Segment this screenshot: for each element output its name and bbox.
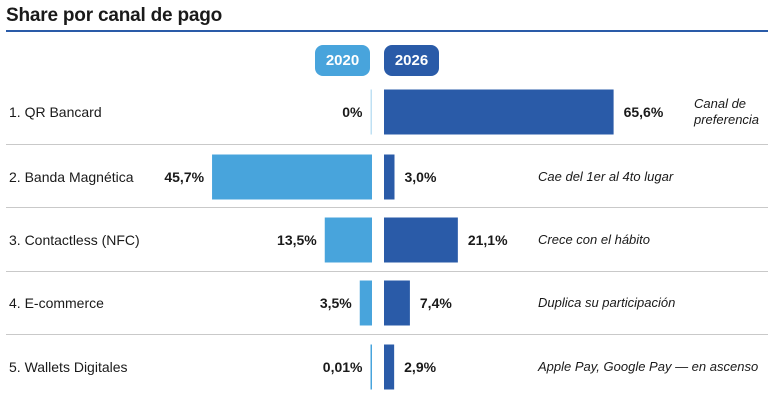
bar-2026	[384, 154, 395, 200]
bar-2020	[212, 154, 372, 200]
row-divider	[6, 334, 768, 335]
annotation-note: Apple Pay, Google Pay — en ascenso	[538, 359, 759, 374]
category-label: 4. E-commerce	[9, 295, 104, 311]
bar-2026	[384, 89, 614, 135]
bar-2020	[370, 344, 372, 390]
title-underline	[6, 30, 768, 32]
year-2026-badge: 2026	[384, 45, 439, 76]
category-label: 5. Wallets Digitales	[9, 359, 128, 375]
value-label-2026: 3,0%	[404, 169, 437, 185]
value-label-2026: 2,9%	[404, 359, 437, 375]
value-label-2020: 0,01%	[322, 359, 363, 375]
value-label-2020: 45,7%	[164, 169, 205, 185]
value-label-2026: 65,6%	[623, 104, 664, 120]
row-divider	[6, 207, 768, 208]
value-label-2020: 3,5%	[319, 295, 352, 311]
row-divider	[6, 144, 768, 145]
annotation-note: Canal de preferencia	[694, 96, 760, 127]
category-label: 3. Contactless (NFC)	[9, 232, 140, 248]
value-label-2020: 0%	[342, 104, 363, 120]
value-label-2020: 13,5%	[277, 232, 317, 248]
bar-2026	[384, 344, 395, 390]
value-label-2026: 7,4%	[419, 295, 452, 311]
annotation-note: Cae del 1er al 4to lugar	[538, 169, 674, 184]
row-divider	[6, 271, 768, 272]
chart-title: Share por canal de pago	[6, 5, 223, 26]
category-label: 2. Banda Magnética	[9, 169, 134, 185]
value-label-2026: 21,1%	[467, 232, 508, 248]
bar-2020	[359, 280, 372, 326]
bar-2026	[384, 280, 410, 326]
year-2020-badge: 2020	[315, 45, 370, 76]
bar-2020	[370, 89, 372, 135]
bar-2020	[324, 217, 372, 263]
bar-2026	[384, 217, 458, 263]
annotation-note: Crece con el hábito	[538, 232, 651, 247]
annotation-note: Duplica su participación	[538, 295, 676, 310]
category-label: 1. QR Bancard	[9, 104, 102, 120]
